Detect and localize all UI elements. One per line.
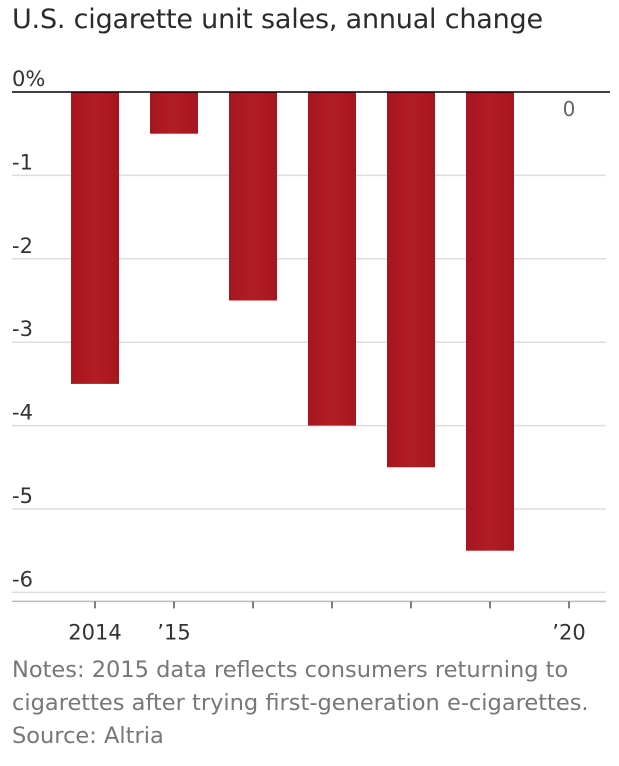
notes-line-1: Notes: 2015 data reflects consumers retu… (12, 657, 569, 683)
source-line: Source: Altria (12, 723, 164, 749)
y-axis-labels: 0% -1 -2 -3 -4 -5 -6 (12, 67, 45, 591)
y-tick-label: -5 (12, 484, 33, 508)
y-tick-label: -3 (12, 317, 33, 341)
x-tick-label: 2014 (68, 620, 121, 644)
x-axis-ticks: 2014 ’15 ’20 (68, 601, 586, 644)
chart-notes: Notes: 2015 data reflects consumers retu… (12, 654, 612, 753)
bar (150, 92, 198, 134)
bars (71, 92, 514, 551)
x-tick-label: ’15 (157, 620, 190, 644)
y-tick-label: -6 (12, 567, 33, 591)
bar (71, 92, 119, 384)
y-tick-label: -1 (12, 150, 33, 174)
bar (229, 92, 277, 301)
x-tick-label: ’20 (552, 620, 585, 644)
bar (387, 92, 435, 468)
chart-title: U.S. cigarette unit sales, annual change (12, 4, 543, 35)
value-annotation: 0 (563, 97, 576, 121)
bar (466, 92, 514, 551)
y-tick-label: 0% (12, 67, 45, 91)
bar (308, 92, 356, 426)
annotations: 0 (563, 97, 576, 121)
bar-chart: 0% -1 -2 -3 -4 -5 -6 2014 ’15 ’20 0 (12, 67, 610, 644)
y-tick-label: -2 (12, 234, 33, 258)
y-tick-label: -4 (12, 401, 33, 425)
notes-line-2: cigarettes after trying first-generation… (12, 690, 589, 716)
